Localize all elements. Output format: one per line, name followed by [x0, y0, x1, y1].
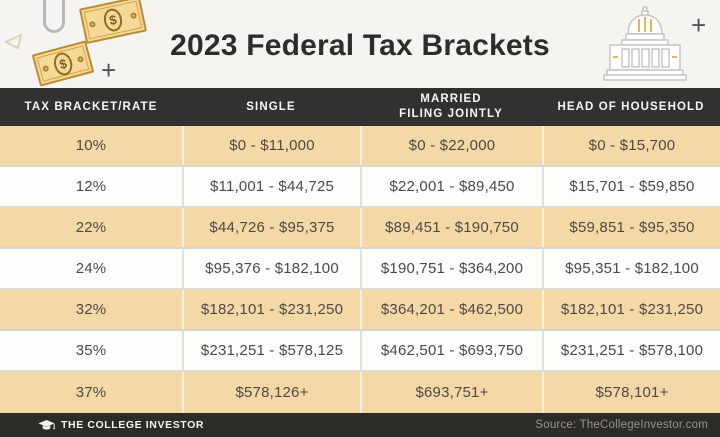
rate-cell: 24% — [75, 260, 107, 277]
hoh-cell: $231,251 - $578,100 — [542, 331, 720, 370]
column-header-married: MARRIED FILING JOINTLY — [399, 93, 503, 120]
table-row: 22% $44,726 - $95,375 $89,451 - $190,750… — [0, 208, 720, 249]
hoh-cell: $59,851 - $95,350 — [542, 208, 720, 247]
married-cell: $364,201 - $462,500 — [360, 290, 542, 329]
table-row: 32% $182,101 - $231,250 $364,201 - $462,… — [0, 290, 720, 331]
hoh-cell: $0 - $15,700 — [542, 126, 720, 165]
rate-cell: 37% — [75, 384, 107, 401]
brand-label: THE COLLEGE INVESTOR — [61, 419, 205, 431]
graduation-cap-icon — [38, 419, 55, 430]
hoh-cell: $95,351 - $182,100 — [542, 249, 720, 288]
single-cell: $182,101 - $231,250 — [182, 290, 360, 329]
table-row: 37% $578,126+ $693,751+ $578,101+ — [0, 372, 720, 413]
rate-cell: 10% — [75, 137, 107, 154]
hoh-cell: $15,701 - $59,850 — [542, 167, 720, 206]
column-header-hoh: HEAD OF HOUSEHOLD — [557, 100, 705, 113]
table-row: 12% $11,001 - $44,725 $22,001 - $89,450 … — [0, 167, 720, 208]
single-cell: $231,251 - $578,125 — [182, 331, 360, 370]
triangle-icon — [4, 33, 23, 50]
brand: THE COLLEGE INVESTOR — [38, 419, 204, 432]
plus-icon: + — [101, 55, 117, 85]
paperclip-icon — [43, 0, 65, 33]
married-cell: $462,501 - $693,750 — [360, 331, 542, 370]
capitol-building-icon — [603, 6, 687, 81]
married-cell: $22,001 - $89,450 — [360, 167, 542, 206]
married-cell: $0 - $22,000 — [360, 126, 542, 165]
table-row: 24% $95,376 - $182,100 $190,751 - $364,2… — [0, 249, 720, 290]
married-cell: $89,451 - $190,750 — [360, 208, 542, 247]
single-cell: $11,001 - $44,725 — [182, 167, 360, 206]
rate-cell: 22% — [75, 219, 107, 236]
single-cell: $578,126+ — [182, 372, 360, 413]
rate-cell: 12% — [75, 178, 107, 195]
page-title: 2023 Federal Tax Brackets — [170, 29, 550, 62]
single-cell: $95,376 - $182,100 — [182, 249, 360, 288]
plus-icon: + — [691, 10, 707, 40]
footer-bar: THE COLLEGE INVESTOR Source: TheCollegeI… — [0, 413, 720, 437]
column-header-rate: TAX BRACKET/RATE — [24, 100, 158, 113]
table-row: 35% $231,251 - $578,125 $462,501 - $693,… — [0, 331, 720, 372]
header: $ $ + 2023 Federal Tax Brackets — [0, 0, 720, 88]
hoh-cell: $578,101+ — [542, 372, 720, 413]
table-body: 10% $0 - $11,000 $0 - $22,000 $0 - $15,7… — [0, 126, 720, 413]
married-cell: $693,751+ — [360, 372, 542, 413]
hoh-cell: $182,101 - $231,250 — [542, 290, 720, 329]
single-cell: $0 - $11,000 — [182, 126, 360, 165]
column-header-single: SINGLE — [246, 100, 296, 113]
single-cell: $44,726 - $95,375 — [182, 208, 360, 247]
table-header-row: TAX BRACKET/RATE SINGLE MARRIED FILING J… — [0, 88, 720, 126]
rate-cell: 35% — [75, 342, 107, 359]
table-row: 10% $0 - $11,000 $0 - $22,000 $0 - $15,7… — [0, 126, 720, 167]
rate-cell: 32% — [75, 301, 107, 318]
source-label: Source: TheCollegeInvestor.com — [535, 419, 708, 431]
married-cell: $190,751 - $364,200 — [360, 249, 542, 288]
